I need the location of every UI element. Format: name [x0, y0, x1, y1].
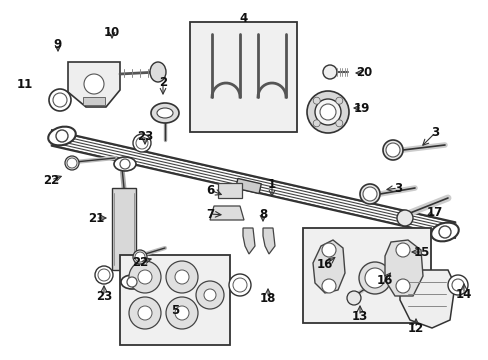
Bar [303, 228, 430, 323]
Text: 2: 2 [159, 77, 167, 90]
Text: 14: 14 [455, 288, 471, 301]
Circle shape [127, 277, 137, 287]
Circle shape [321, 243, 335, 257]
Ellipse shape [358, 262, 390, 294]
Circle shape [138, 306, 152, 320]
Polygon shape [68, 62, 120, 107]
Ellipse shape [430, 222, 458, 241]
Circle shape [385, 143, 399, 157]
Text: 10: 10 [103, 26, 120, 39]
Circle shape [395, 279, 409, 293]
Bar [120, 255, 229, 345]
Bar [83, 97, 105, 105]
Bar [190, 22, 296, 132]
Circle shape [67, 158, 77, 168]
Text: 3: 3 [393, 181, 401, 194]
Text: 15: 15 [413, 246, 429, 258]
Circle shape [335, 120, 342, 127]
Ellipse shape [382, 140, 402, 160]
Text: 20: 20 [355, 67, 371, 80]
Text: 8: 8 [258, 207, 266, 220]
Ellipse shape [150, 62, 165, 82]
Text: 23: 23 [137, 130, 153, 144]
Circle shape [323, 65, 336, 79]
Text: 4: 4 [240, 12, 247, 24]
Text: 19: 19 [353, 102, 369, 114]
Circle shape [451, 279, 463, 291]
Ellipse shape [447, 275, 467, 295]
Polygon shape [312, 240, 345, 293]
Text: 3: 3 [430, 126, 438, 139]
Ellipse shape [48, 127, 76, 145]
Ellipse shape [133, 134, 151, 152]
Circle shape [175, 306, 189, 320]
Ellipse shape [151, 103, 179, 123]
Text: 23: 23 [96, 289, 112, 302]
Circle shape [138, 270, 152, 284]
Circle shape [364, 268, 384, 288]
Text: 9: 9 [54, 37, 62, 50]
Text: 17: 17 [426, 207, 442, 220]
Text: 1: 1 [267, 179, 276, 192]
Ellipse shape [95, 266, 113, 284]
Ellipse shape [129, 297, 161, 329]
Ellipse shape [306, 91, 348, 133]
Text: 16: 16 [376, 274, 392, 287]
Ellipse shape [65, 156, 79, 170]
Text: 16: 16 [316, 258, 332, 271]
Circle shape [56, 130, 68, 142]
Circle shape [321, 279, 335, 293]
Circle shape [335, 97, 342, 104]
Ellipse shape [359, 184, 379, 204]
Ellipse shape [157, 108, 173, 118]
Circle shape [53, 93, 67, 107]
Text: 22: 22 [43, 174, 59, 186]
Circle shape [135, 252, 145, 262]
Polygon shape [399, 270, 454, 328]
Bar [112, 188, 136, 270]
Text: 13: 13 [351, 310, 367, 323]
Ellipse shape [346, 291, 360, 305]
Circle shape [120, 159, 130, 169]
Polygon shape [243, 228, 254, 254]
Polygon shape [218, 183, 242, 198]
Circle shape [203, 289, 216, 301]
Ellipse shape [396, 210, 412, 226]
Text: 21: 21 [88, 211, 104, 225]
Ellipse shape [114, 157, 136, 171]
Ellipse shape [165, 297, 198, 329]
Circle shape [312, 120, 320, 127]
Circle shape [362, 187, 376, 201]
Circle shape [312, 97, 320, 104]
Ellipse shape [314, 99, 340, 125]
Text: 5: 5 [170, 303, 179, 316]
Circle shape [175, 270, 189, 284]
Polygon shape [235, 179, 261, 194]
Circle shape [395, 243, 409, 257]
Polygon shape [209, 206, 244, 220]
Text: 7: 7 [205, 207, 214, 220]
Circle shape [232, 278, 246, 292]
Ellipse shape [369, 274, 381, 286]
Ellipse shape [133, 250, 147, 264]
Circle shape [84, 74, 104, 94]
Polygon shape [384, 240, 422, 296]
Ellipse shape [129, 261, 161, 293]
Ellipse shape [196, 281, 224, 309]
Circle shape [98, 269, 110, 281]
Circle shape [438, 226, 450, 238]
Text: 22: 22 [132, 256, 148, 269]
Ellipse shape [49, 89, 71, 111]
Ellipse shape [121, 275, 142, 289]
Text: 6: 6 [205, 184, 214, 197]
Circle shape [319, 104, 335, 120]
Circle shape [136, 137, 148, 149]
Text: 11: 11 [17, 78, 33, 91]
Text: 18: 18 [259, 292, 276, 305]
Polygon shape [263, 228, 274, 254]
Ellipse shape [228, 274, 250, 296]
Text: 12: 12 [407, 321, 423, 334]
Ellipse shape [165, 261, 198, 293]
